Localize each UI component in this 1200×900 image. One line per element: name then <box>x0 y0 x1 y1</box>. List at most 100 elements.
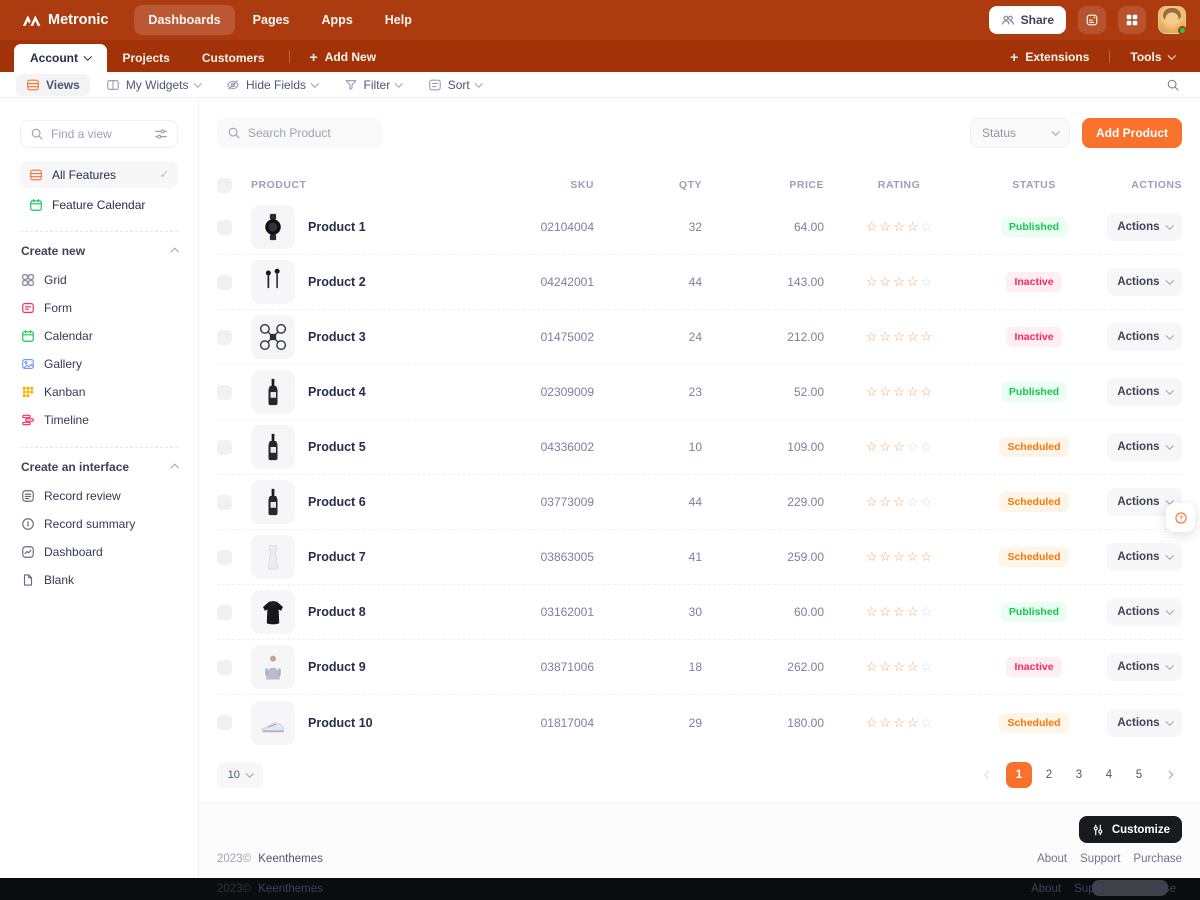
table-row: Product 6 03773009 44 229.00 ☆ ☆ ☆ ☆ ☆ Scheduled A… <box>217 475 1182 530</box>
sidebar-item-blank[interactable]: Blank <box>20 566 178 594</box>
row-checkbox[interactable] <box>217 384 232 400</box>
filter-sliders-icon[interactable] <box>154 127 168 141</box>
toolbar-item-hide-fields[interactable]: Hide Fields <box>216 74 328 96</box>
add-product-button[interactable]: Add Product <box>1082 118 1182 148</box>
actions-cell: Actions <box>1094 213 1182 241</box>
extensions-button[interactable]: + Extensions <box>998 42 1101 72</box>
page-size-select[interactable]: 10 <box>217 762 263 788</box>
rating: ☆ ☆ ☆ ☆ ☆ <box>824 383 974 401</box>
header-nav-dashboards[interactable]: Dashboards <box>134 5 235 35</box>
row-checkbox[interactable] <box>217 329 232 345</box>
help-floating-button[interactable]: ? <box>1166 503 1195 532</box>
product-name[interactable]: Product 2 <box>308 275 366 289</box>
pagination-next[interactable] <box>1156 762 1182 788</box>
product-name[interactable]: Product 9 <box>308 660 366 674</box>
pagination-page-5[interactable]: 5 <box>1135 769 1143 781</box>
actions-button[interactable]: Actions <box>1107 213 1182 241</box>
company-link[interactable]: Keenthemes <box>258 853 323 865</box>
row-checkbox[interactable] <box>217 659 232 675</box>
menubar: Account Projects Customers + Add New + Ext… <box>0 40 1200 72</box>
share-button[interactable]: Share <box>988 6 1066 34</box>
product-search-input[interactable] <box>248 126 372 140</box>
section-title-create-new[interactable]: Create new <box>21 244 179 258</box>
user-avatar[interactable] <box>1158 6 1187 35</box>
actions-button[interactable]: Actions <box>1107 433 1182 461</box>
column-sku: SKU <box>570 179 594 191</box>
select-all-checkbox[interactable] <box>217 177 232 193</box>
toolbar-item-views[interactable]: Views <box>16 73 90 96</box>
sidebar-item-record-review[interactable]: Record review <box>20 482 178 510</box>
metronic-logo[interactable]: Metronic <box>22 12 108 28</box>
row-checkbox[interactable] <box>217 549 232 565</box>
product-name[interactable]: Product 5 <box>308 440 366 454</box>
product-name[interactable]: Product 4 <box>308 385 366 399</box>
sidebar-item-kanban[interactable]: Kanban <box>20 378 178 406</box>
product-name[interactable]: Product 3 <box>308 330 366 344</box>
toolbar-item-sort[interactable]: Sort <box>418 74 492 96</box>
calendar-icon <box>29 198 43 212</box>
toolbar-item-my-widgets[interactable]: My Widgets <box>96 74 210 96</box>
product-name[interactable]: Product 6 <box>308 495 366 509</box>
actions-button[interactable]: Actions <box>1107 378 1182 406</box>
sidebar-item-gallery[interactable]: Gallery <box>20 350 178 378</box>
tab-account[interactable]: Account <box>14 44 107 72</box>
product-name[interactable]: Product 8 <box>308 605 366 619</box>
pagination-page-2[interactable]: 2 <box>1045 769 1053 781</box>
toolbar-search-button[interactable] <box>1162 74 1184 96</box>
sidebar-view-all-features[interactable]: All Features ✓ <box>20 161 178 188</box>
tab-projects[interactable]: Projects <box>107 44 186 72</box>
pagination-page-1[interactable]: 1 <box>1006 762 1032 788</box>
pagination-page-3[interactable]: 3 <box>1075 769 1083 781</box>
row-checkbox-cell <box>217 439 251 455</box>
footer-link-support[interactable]: Support <box>1080 853 1121 865</box>
copyright-year: 2023© <box>217 883 252 895</box>
apps-grid-button[interactable] <box>1118 6 1146 34</box>
sidebar-item-timeline[interactable]: Timeline <box>20 406 178 434</box>
star-icon: ☆ <box>920 659 933 674</box>
find-view-input[interactable] <box>51 127 147 141</box>
row-checkbox[interactable] <box>217 494 232 510</box>
actions-label: Actions <box>1117 661 1160 673</box>
actions-button[interactable]: Actions <box>1107 268 1182 296</box>
product-name[interactable]: Product 10 <box>308 715 373 730</box>
row-checkbox[interactable] <box>217 604 232 620</box>
status-badge: Scheduled <box>999 492 1069 512</box>
sidebar-item-grid[interactable]: Grid <box>20 266 178 294</box>
row-checkbox[interactable] <box>217 439 232 455</box>
sidebar-item-dashboard[interactable]: Dashboard <box>20 538 178 566</box>
actions-button[interactable]: Actions <box>1107 708 1182 737</box>
actions-button[interactable]: Actions <box>1107 323 1182 351</box>
customize-button[interactable]: Customize <box>1078 816 1182 843</box>
header-nav-pages[interactable]: Pages <box>252 13 290 27</box>
tools-button[interactable]: Tools <box>1118 42 1186 72</box>
toolbar-item-filter[interactable]: Filter <box>334 74 412 96</box>
footer-link-purchase[interactable]: Purchase <box>1133 853 1182 865</box>
row-checkbox[interactable] <box>217 219 232 235</box>
tools-label: Tools <box>1130 50 1162 64</box>
add-new-button[interactable]: + Add New <box>298 42 389 72</box>
chevron-down-icon <box>1165 276 1174 285</box>
row-checkbox[interactable] <box>217 274 232 290</box>
sidebar-view-feature-calendar[interactable]: Feature Calendar <box>20 191 178 218</box>
header-nav-apps[interactable]: Apps <box>321 13 353 27</box>
sidebar-item-record-summary[interactable]: Record summary <box>20 510 178 538</box>
status-filter-select[interactable]: Status <box>970 118 1070 148</box>
tab-customers[interactable]: Customers <box>186 44 281 72</box>
pagination-prev[interactable] <box>976 762 1002 788</box>
actions-button[interactable]: Actions <box>1107 543 1182 571</box>
notifications-button[interactable] <box>1078 6 1106 34</box>
header-nav-help[interactable]: Help <box>384 13 412 27</box>
product-name[interactable]: Product 1 <box>308 220 366 234</box>
pagination-page-4[interactable]: 4 <box>1105 769 1113 781</box>
footer-link-about[interactable]: About <box>1037 853 1068 865</box>
actions-button[interactable]: Actions <box>1107 653 1182 681</box>
product-name[interactable]: Product 7 <box>308 550 366 564</box>
row-checkbox[interactable] <box>217 715 232 730</box>
sidebar-item-calendar[interactable]: Calendar <box>20 322 178 350</box>
actions-button[interactable]: Actions <box>1107 598 1182 626</box>
section-title-create-an-interface[interactable]: Create an interface <box>21 460 179 474</box>
sidebar-item-form[interactable]: Form <box>20 294 178 322</box>
status-cell: Published <box>974 382 1094 402</box>
chevron-down-icon <box>83 52 92 61</box>
status-cell: Scheduled <box>974 547 1094 567</box>
